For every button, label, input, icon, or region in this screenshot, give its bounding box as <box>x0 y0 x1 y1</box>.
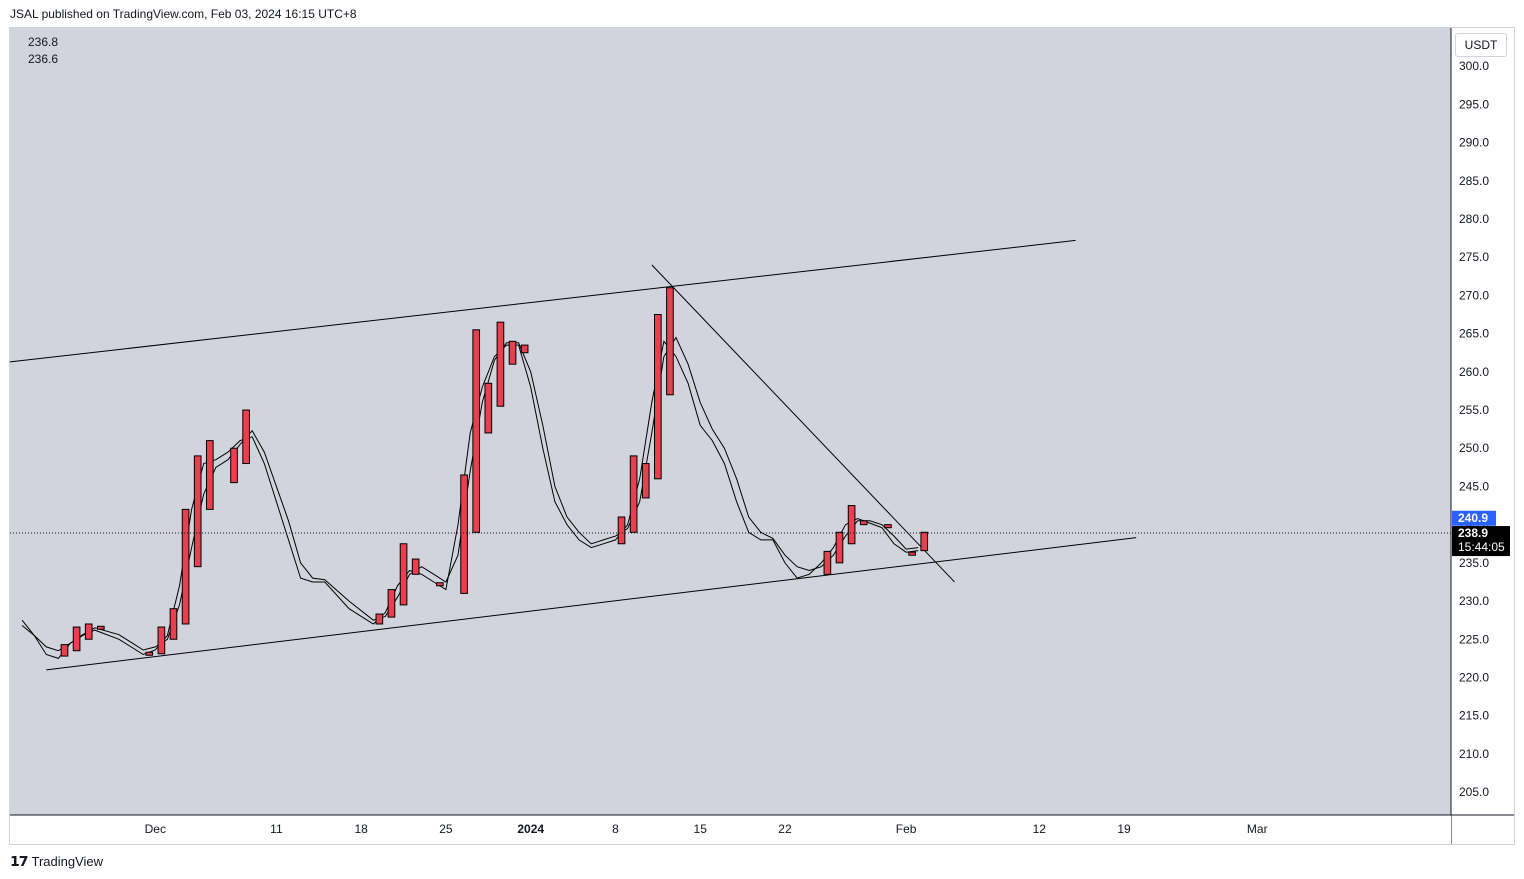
candle <box>484 382 493 434</box>
price-label-blue: 240.9 <box>1458 511 1488 525</box>
y-tick-label: 285.0 <box>1459 174 1489 188</box>
y-tick-label: 210.0 <box>1459 747 1489 761</box>
y-tick-label: 255.0 <box>1459 403 1489 417</box>
candle <box>823 550 832 575</box>
candle <box>629 455 638 533</box>
y-tick-label: 280.0 <box>1459 212 1489 226</box>
y-tick-label: 300.0 <box>1459 59 1489 73</box>
candle <box>84 623 93 640</box>
time-axis-panel <box>10 815 1451 844</box>
y-tick-label: 205.0 <box>1459 785 1489 799</box>
chart-frame: 205.0210.0215.0220.0225.0230.0235.0240.0… <box>9 27 1515 845</box>
candle <box>835 531 844 564</box>
trendline-upper-channel <box>10 239 1076 363</box>
x-tick-label: 2024 <box>517 822 544 836</box>
candle <box>884 524 892 529</box>
countdown-label: 15:44:05 <box>1458 540 1505 554</box>
x-tick-label: 11 <box>270 822 283 836</box>
candle <box>411 558 420 575</box>
y-tick-label: 275.0 <box>1459 250 1489 264</box>
candle <box>920 531 929 552</box>
candle <box>472 329 481 533</box>
candle <box>436 582 444 587</box>
candle <box>387 589 396 618</box>
last-price-label-bg <box>1452 526 1510 557</box>
candle <box>181 508 190 625</box>
x-tick-label: 12 <box>1033 822 1047 836</box>
x-tick-label: Feb <box>896 822 917 836</box>
candle <box>375 613 384 625</box>
legend-value-1: 236.8 <box>28 35 59 49</box>
tradingview-logo[interactable]: 𝟭𝟳 TradingView <box>10 853 103 870</box>
y-tick-label: 270.0 <box>1459 288 1489 302</box>
x-tick-label: 25 <box>439 822 453 836</box>
x-tick-label: 18 <box>354 822 368 836</box>
candle <box>242 409 250 465</box>
publish-info: JSAL published on TradingView.com, Feb 0… <box>10 7 357 21</box>
candle <box>617 516 626 545</box>
candle <box>496 321 505 407</box>
y-tick-label: 220.0 <box>1459 670 1489 684</box>
x-tick-label: 8 <box>612 822 619 836</box>
candle <box>654 314 662 480</box>
candle <box>847 505 856 545</box>
candle <box>96 625 105 630</box>
price-axis-panel <box>1451 28 1514 844</box>
candle <box>666 287 674 396</box>
y-tick-label: 260.0 <box>1459 365 1489 379</box>
candle <box>145 651 154 656</box>
candle <box>520 344 529 354</box>
candle <box>157 626 166 655</box>
trendline-lower-channel <box>46 537 1137 671</box>
candle <box>460 474 468 594</box>
candle <box>193 455 202 568</box>
y-tick-label: 235.0 <box>1459 556 1489 570</box>
candle <box>60 644 69 657</box>
candle <box>230 447 238 484</box>
y-tick-label: 290.0 <box>1459 136 1489 150</box>
x-tick-label: 19 <box>1117 822 1131 836</box>
price-chart[interactable]: 205.0210.0215.0220.0225.0230.0235.0240.0… <box>10 28 1514 844</box>
y-tick-label: 295.0 <box>1459 97 1489 111</box>
tradingview-brand: TradingView <box>31 854 104 869</box>
y-tick-label: 230.0 <box>1459 594 1489 608</box>
legend-value-2: 236.6 <box>28 52 59 66</box>
x-tick-label: 22 <box>778 822 792 836</box>
candle <box>859 520 868 526</box>
candle <box>399 543 408 606</box>
y-tick-label: 215.0 <box>1459 709 1489 723</box>
candle <box>205 440 214 510</box>
candle <box>508 340 517 365</box>
trendline-descending-resistance <box>651 264 955 583</box>
x-tick-label: Dec <box>145 822 166 836</box>
x-tick-label: 15 <box>694 822 708 836</box>
last-price-label: 238.9 <box>1458 526 1488 540</box>
tradingview-logo-icon: 𝟭𝟳 <box>10 853 29 869</box>
y-tick-label: 245.0 <box>1459 479 1489 493</box>
plot-background <box>10 28 1451 815</box>
y-tick-label: 250.0 <box>1459 441 1489 455</box>
currency-button[interactable]: USDT <box>1455 33 1507 57</box>
candle <box>641 463 650 499</box>
candle <box>908 551 916 556</box>
candle <box>72 626 81 652</box>
x-tick-label: Mar <box>1247 822 1268 836</box>
candle <box>169 608 178 640</box>
price-label-blue-bg <box>1452 510 1496 526</box>
plot-area <box>10 239 1137 671</box>
y-tick-label: 265.0 <box>1459 327 1489 341</box>
y-tick-label: 225.0 <box>1459 632 1489 646</box>
